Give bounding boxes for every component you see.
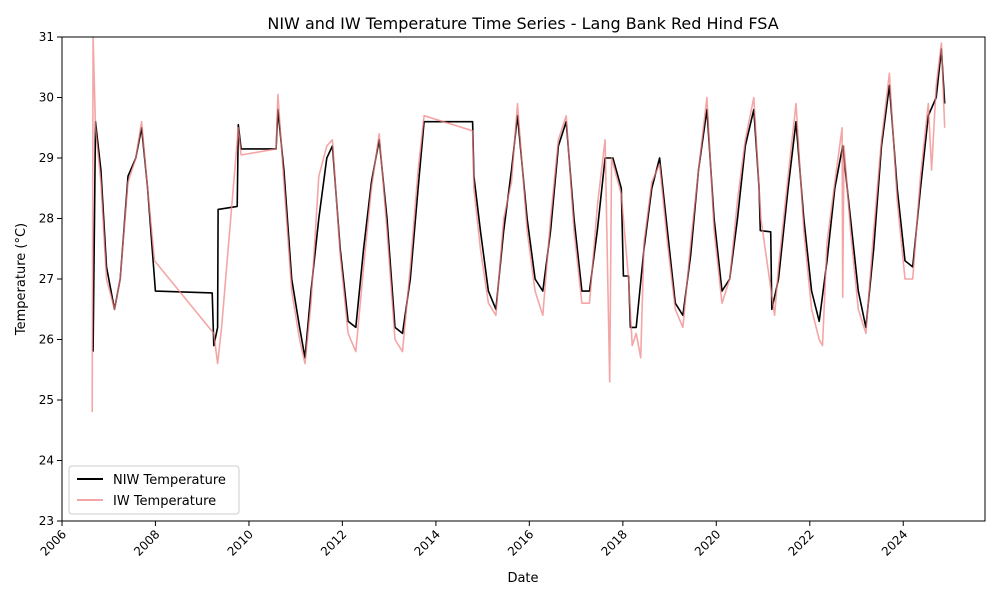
- y-axis-label: Temperature (°C): [14, 223, 29, 336]
- legend-box: [68, 465, 240, 515]
- y-tick-label: 24: [39, 454, 54, 468]
- chart-title: NIW and IW Temperature Time Series - Lan…: [267, 14, 778, 33]
- y-axis-ticks: 23 24 25 26 27 28 29 30 31: [39, 30, 62, 528]
- legend: NIW Temperature IW Temperature: [68, 465, 240, 515]
- legend-label-iw: IW Temperature: [113, 494, 216, 509]
- y-tick-label: 30: [39, 91, 54, 105]
- x-axis-label: Date: [507, 571, 538, 586]
- y-tick-label: 26: [39, 333, 54, 347]
- y-tick-label: 29: [39, 151, 54, 165]
- y-tick-label: 31: [39, 30, 54, 44]
- series-line-iw: [91, 36, 946, 413]
- y-tick-label: 28: [39, 212, 54, 226]
- plot-lines: [91, 36, 946, 413]
- y-tick-label: 27: [39, 272, 54, 286]
- y-tick-label: 23: [39, 514, 54, 528]
- y-tick-label: 25: [39, 393, 54, 407]
- legend-label-niw: NIW Temperature: [113, 473, 226, 488]
